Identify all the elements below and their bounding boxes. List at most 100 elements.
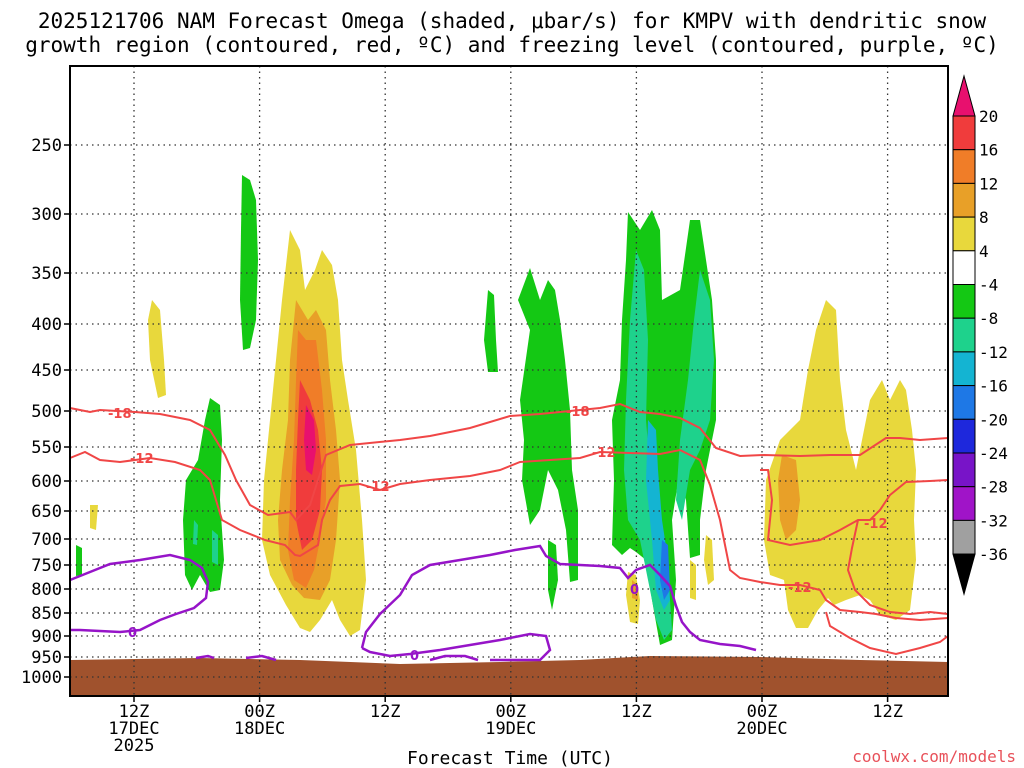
colorbar-segment: [952, 418, 976, 454]
omega-region-teal: [676, 270, 714, 520]
y-tick-label: 700: [31, 530, 62, 550]
contour-label-zero: 0: [128, 626, 137, 641]
colorbar-label: -4: [979, 276, 998, 295]
y-tick-label: 900: [31, 627, 62, 647]
y-tick-label: 650: [31, 502, 62, 522]
contour-zero-main: [69, 553, 210, 634]
y-tick-label: 350: [31, 264, 62, 284]
y-tick-label: 400: [31, 315, 62, 335]
x-tick-label: 12Z: [872, 702, 903, 722]
omega-region-green: [484, 290, 498, 372]
colorbar-label: 4: [979, 242, 989, 261]
x-tick-label: 00Z: [495, 702, 526, 722]
colorbar-segment: [952, 519, 976, 555]
plot-border: [69, 65, 949, 697]
x-tick-label: 19DEC: [485, 719, 536, 739]
colorbar-segment: [952, 385, 976, 420]
freezing-contours: [69, 544, 757, 662]
colorbar-label: 12: [979, 174, 998, 193]
omega-region-magenta: [304, 405, 316, 475]
colorbar-label: -32: [979, 511, 1008, 530]
colorbar-bottom-arrow: [952, 553, 976, 596]
omega-region-yellow: [704, 535, 714, 585]
x-axis-label: Forecast Time (UTC): [407, 748, 613, 768]
contour-minus-18: [69, 402, 949, 522]
colorbar-label: -8: [979, 309, 998, 328]
x-tick-label: 00Z: [747, 702, 778, 722]
colorbar-label: -28: [979, 478, 1008, 497]
credit-text: coolwx.com/models: [852, 747, 1016, 766]
chart-title-line-1: 2025121706 NAM Forecast Omega (shaded, μ…: [38, 9, 987, 33]
contour-label-minus-18: -18: [566, 405, 590, 420]
omega-region-yellow: [764, 300, 916, 628]
grid-lines: [70, 66, 948, 696]
contour-minus-12-bottom: [825, 611, 949, 656]
colorbar-segment: [952, 250, 976, 286]
y-tick-label: 750: [31, 556, 62, 576]
x-tick-label: 00Z: [244, 702, 275, 722]
y-tick-label: 950: [31, 648, 62, 668]
contour-zero-tiny-1: [195, 654, 215, 660]
colorbar-segment: [952, 317, 976, 353]
colorbar-top-arrow: [952, 74, 976, 117]
colorbar-segment: [952, 115, 976, 151]
colorbar-segment: [952, 182, 976, 218]
contour-label-minus-12: -12: [864, 517, 888, 532]
x-tick-label: 17DEC: [108, 719, 159, 739]
omega-region-green: [76, 545, 82, 576]
contour-labels: -18 -12 -12 -18 -12 -12 -12 0 0 0: [108, 405, 888, 664]
contour-minus-12: [69, 448, 949, 622]
x-tick-label: 18DEC: [234, 719, 285, 739]
contour-label-zero: 0: [410, 649, 419, 664]
contour-zero-mid: [360, 544, 757, 652]
colorbar-segment: [952, 452, 976, 488]
y-tick-label: 250: [31, 136, 62, 156]
colorbar-segment: [952, 149, 976, 184]
colorbar-label: -20: [979, 410, 1008, 429]
contour-minus-12-loop: [846, 519, 949, 616]
omega-region-gold: [778, 455, 800, 540]
colorbar-label: -36: [979, 545, 1008, 564]
plot-area: -18 -12 -12 -18 -12 -12 -12 0 0 0: [69, 65, 949, 697]
colorbar-segment: [952, 351, 976, 387]
x-tick-label: 12Z: [621, 702, 652, 722]
colorbar-label: 20: [979, 107, 998, 126]
dendritic-contours: [69, 402, 949, 656]
contour-minus-12-lower: [760, 469, 949, 547]
x-tick-label: 12Z: [370, 702, 401, 722]
x-tick-label: 20DEC: [736, 719, 787, 739]
y-tick-label: 800: [31, 580, 62, 600]
y-tick-label: 450: [31, 361, 62, 381]
omega-region-yellow: [690, 560, 696, 600]
y-tick-label: 600: [31, 472, 62, 492]
colorbar-label: -24: [979, 444, 1008, 463]
contour-label-minus-12: -12: [592, 446, 616, 461]
colorbar-label: -12: [979, 343, 1008, 362]
chart-title-line-2: growth region (contoured, red, ºC) and f…: [25, 33, 999, 57]
contour-zero-low: [361, 632, 552, 662]
contour-label-zero: 0: [630, 583, 639, 598]
contour-label-minus-12: -12: [366, 480, 390, 495]
contour-label-minus-18: -18: [108, 407, 132, 422]
x-tick-label: 2025: [114, 736, 155, 756]
y-tick-label: 500: [31, 402, 62, 422]
colorbar-segment: [952, 486, 976, 521]
x-tick-label: 12Z: [119, 702, 150, 722]
contour-label-minus-12: -12: [130, 452, 154, 467]
y-tick-label: 550: [31, 438, 62, 458]
colorbar-label: 8: [979, 208, 989, 227]
contour-zero-tiny-2: [245, 654, 277, 662]
y-axis: 250 300 350 400 450 500 550 600 650 700 750 800 850 9…: [21, 136, 70, 688]
omega-region-teal: [212, 530, 218, 565]
colorbar-label: 16: [979, 141, 998, 160]
contour-zero-small: [429, 654, 479, 662]
contour-label-minus-12: -12: [788, 581, 812, 596]
y-tick-label: 1000: [21, 668, 62, 688]
ground-terrain: [70, 656, 948, 696]
y-tick-label: 300: [31, 205, 62, 225]
colorbar-segment: [952, 216, 976, 252]
colorbar: 20 16 12 8 4 -4 -8 -12 -16 -20 -24 -28 -32 -36: [952, 74, 1008, 596]
colorbar-label: -16: [979, 377, 1008, 396]
